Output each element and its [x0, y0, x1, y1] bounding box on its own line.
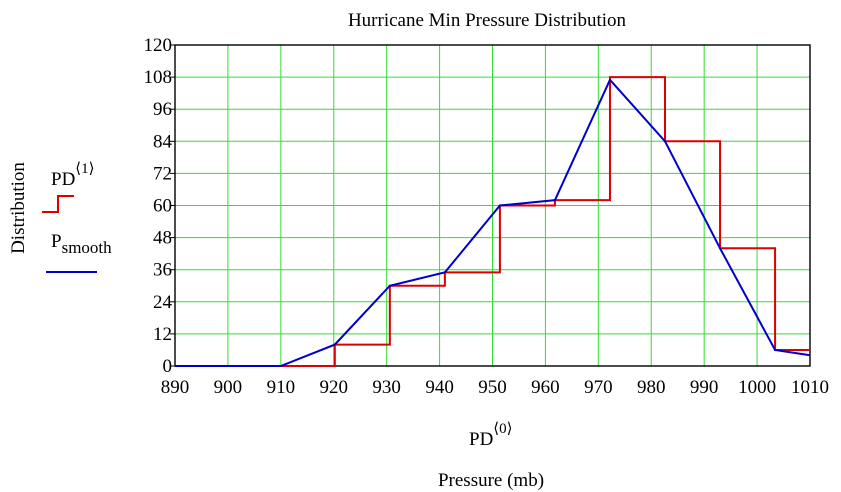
series-line-pd1: [175, 76, 810, 367]
y-tick-label: 60: [153, 196, 172, 217]
grid-lines: [175, 45, 810, 366]
y-tick-label: 36: [153, 260, 172, 281]
x-variable-label: PD⟨0⟩: [469, 421, 513, 450]
legend: PD⟨1⟩ Psmooth: [42, 161, 112, 273]
y-tick-label: 72: [153, 163, 172, 184]
x-tick-label: 940: [425, 377, 454, 398]
series-line-psmooth: [175, 77, 811, 367]
x-tick-label: 1000: [738, 377, 776, 398]
y-tick-label: 48: [153, 228, 172, 249]
y-tick-label: 12: [153, 324, 172, 345]
x-tick-label: 910: [267, 377, 296, 398]
x-tick-label: 920: [320, 377, 349, 398]
x-tick-label: 960: [531, 377, 560, 398]
legend-label-psmooth: Psmooth: [51, 231, 112, 257]
series-group: [175, 76, 811, 367]
y-tick-label: 108: [144, 67, 173, 88]
chart-title: Hurricane Min Pressure Distribution: [348, 10, 627, 31]
y-tick-label: 24: [153, 292, 173, 313]
x-tick-label: 980: [637, 377, 666, 398]
x-tick-label: 990: [690, 377, 719, 398]
x-tick-label: 930: [372, 377, 401, 398]
legend-label-pd1: PD⟨1⟩: [51, 161, 95, 190]
y-tick-labels: 0 12 24 36 48 60 72 84 96 108 120: [144, 35, 175, 377]
y-tick-label: 84: [153, 131, 173, 152]
x-tick-label: 970: [584, 377, 613, 398]
y-tick-label: 0: [163, 356, 173, 377]
y-tick-label: 96: [153, 99, 172, 120]
x-tick-label: 950: [478, 377, 507, 398]
y-tick-label: 120: [144, 35, 173, 56]
x-tick-labels: 890 900 910 920 930 940 950 960 970 980 990 1000 101…: [161, 377, 829, 398]
y-axis-label: Distribution: [8, 162, 29, 254]
legend-swatch-pd1: [42, 195, 74, 213]
x-tick-label: 900: [214, 377, 243, 398]
x-tick-label: 890: [161, 377, 190, 398]
x-axis-label: Pressure (mb): [438, 470, 544, 491]
x-tick-label: 1010: [791, 377, 829, 398]
